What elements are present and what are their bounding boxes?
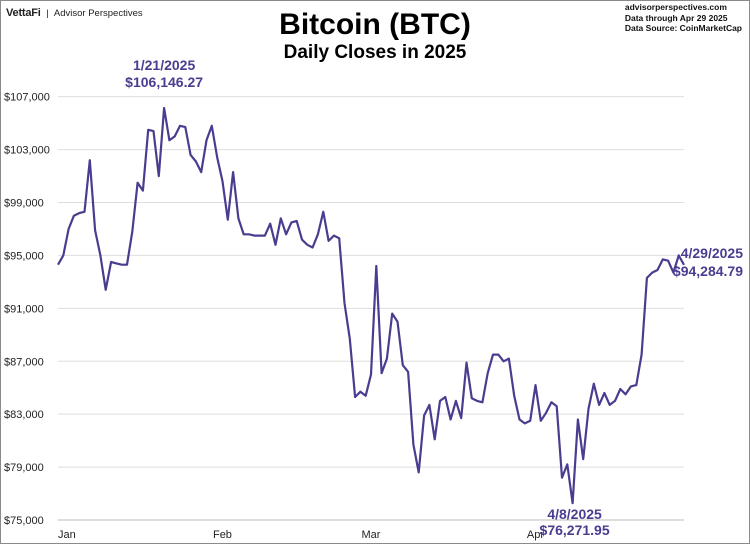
x-tick-label: Mar xyxy=(362,529,381,541)
btc-price-line xyxy=(57,106,685,505)
y-tick-label: $87,000 xyxy=(4,356,44,368)
vettafi-logo: VettaFi xyxy=(6,7,41,19)
annotation-date-label: 4/29/2025 xyxy=(681,245,743,261)
x-tick-label: Feb xyxy=(213,529,232,541)
brand: VettaFi | Advisor Perspectives xyxy=(6,7,143,19)
y-tick-label: $91,000 xyxy=(4,303,44,315)
x-tick-label: Apr xyxy=(527,529,544,541)
annotation-value-label: $94,284.79 xyxy=(673,263,743,279)
y-tick-label: $75,000 xyxy=(4,515,44,527)
x-tick-label: Jan xyxy=(58,529,76,541)
y-tick-label: $107,000 xyxy=(4,92,50,104)
annotation-date-label: 1/21/2025 xyxy=(133,57,195,73)
chart-subtitle: Daily Closes in 2025 xyxy=(283,42,467,63)
y-tick-label: $79,000 xyxy=(4,462,44,474)
y-tick-label: $83,000 xyxy=(4,409,44,421)
source-block: advisorperspectives.com Data through Apr… xyxy=(625,2,742,34)
y-tick-label: $95,000 xyxy=(4,250,44,262)
annotation-value-label: $76,271.95 xyxy=(540,522,610,538)
y-tick-label: $99,000 xyxy=(4,198,44,210)
chart-title: Bitcoin (BTC) xyxy=(279,8,471,41)
source-data-source: Data Source: CoinMarketCap xyxy=(624,23,742,33)
annotation-date-label: 4/8/2025 xyxy=(547,506,602,522)
source-data-through: Data through Apr 29 2025 xyxy=(624,12,728,23)
brand-separator: | xyxy=(46,8,49,19)
y-tick-label: $103,000 xyxy=(4,145,50,157)
brand-name: Advisor Perspectives xyxy=(53,8,143,19)
source-website: advisorperspectives.com xyxy=(624,2,727,12)
annotation-value-label: $106,146.27 xyxy=(125,74,203,90)
